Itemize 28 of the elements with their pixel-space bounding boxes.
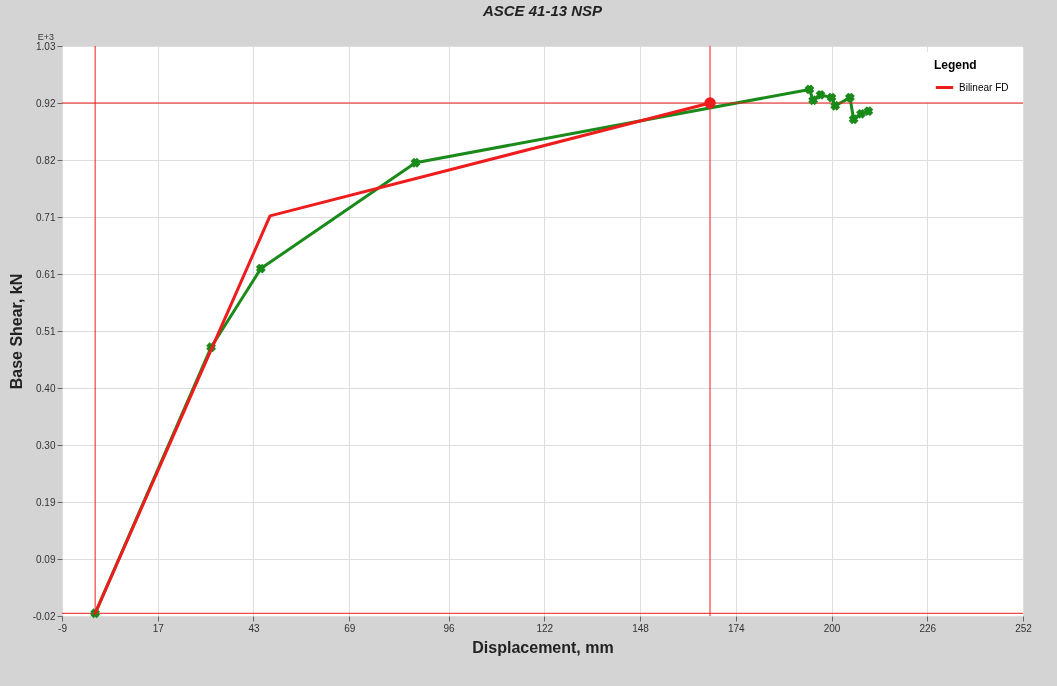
y-tick-label: 0.51 (36, 325, 56, 337)
y-tick-label: 0.61 (36, 268, 56, 280)
x-tick-label: 174 (727, 622, 746, 634)
y-tick-label: -0.02 (32, 610, 56, 622)
x-axis-title: Displacement, mm (472, 638, 614, 656)
x-tick-label: 148 (632, 622, 650, 634)
y-tick-label: 0.82 (36, 154, 56, 166)
y-tick-label: 0.09 (36, 553, 56, 565)
legend-title: Legend (934, 58, 977, 72)
y-tick-label: 0.30 (36, 439, 56, 451)
x-tick-label: 69 (344, 622, 356, 634)
y-tick-label: 0.19 (36, 496, 56, 508)
y-tick-label: 0.92 (36, 97, 56, 109)
text: E+3 (37, 32, 54, 42)
y-axis-title: Base Shear, kN (7, 273, 25, 390)
x-tick-label: 96 (443, 622, 456, 634)
chart-title: ASCE 41-13 NSP (481, 2, 604, 19)
legend-label: Bilinear FD (959, 81, 1009, 93)
x-tick-label: 200 (823, 622, 841, 634)
x-tick-label: -9 (58, 622, 68, 634)
y-tick-label: 0.40 (36, 382, 56, 394)
x-tick-label: 252 (1015, 622, 1033, 634)
x-tick-label: 226 (919, 622, 937, 634)
y-tick-label: 1.03 (36, 40, 56, 52)
x-tick-label: 17 (152, 622, 165, 634)
x-tick-label: 43 (248, 622, 260, 634)
y-tick-label: 0.71 (36, 211, 56, 223)
x-tick-label: 122 (536, 622, 554, 634)
